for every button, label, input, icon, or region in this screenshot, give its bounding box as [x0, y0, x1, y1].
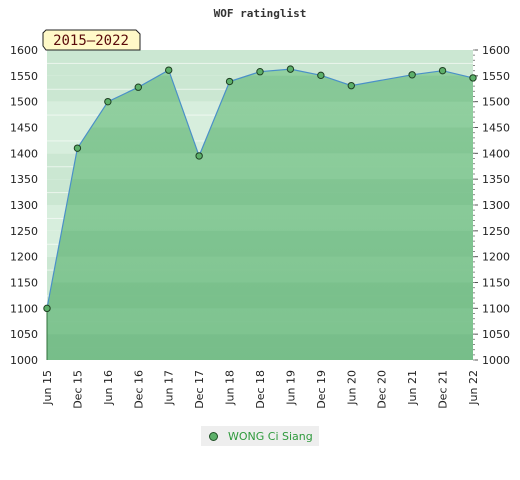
series-area	[47, 69, 473, 360]
y-tick-label-left: 1100	[10, 302, 38, 315]
data-point	[347, 81, 355, 90]
data-point	[317, 71, 325, 80]
legend-marker-icon	[209, 431, 218, 441]
x-tick-label: Dec 15	[71, 370, 84, 409]
x-tick-label: Jun 16	[102, 370, 115, 406]
x-tick-label: Jun 21	[406, 370, 419, 406]
period-badge-shape	[42, 29, 141, 51]
series-area-fill	[47, 69, 473, 360]
data-point	[438, 66, 447, 75]
x-tick-label: Jun 15	[41, 370, 54, 406]
data-point	[469, 74, 477, 82]
area-stripe	[47, 127, 473, 154]
y-tick-label-left: 1300	[10, 199, 38, 212]
data-point	[134, 83, 142, 91]
y-tick-label-left: 1000	[10, 354, 38, 367]
data-point	[225, 77, 234, 86]
legend-series-name: WONG Ci Siang	[228, 429, 313, 443]
chart-title: WOF ratinglist	[214, 7, 307, 20]
data-point	[256, 68, 264, 76]
x-tick-label: Jun 17	[163, 370, 176, 406]
area-stripe	[47, 230, 473, 257]
area-stripe	[47, 334, 473, 360]
y-tick-label-left: 1250	[10, 225, 38, 238]
gridline	[47, 62, 473, 64]
y-tick-label-right: 1450	[482, 122, 510, 135]
y-tick-label-left: 1550	[10, 70, 38, 83]
data-point	[73, 144, 82, 152]
y-tick-label-right: 1350	[482, 173, 510, 186]
y-tick-label-left: 1150	[10, 277, 38, 290]
y-tick-label-left: 1050	[10, 328, 38, 341]
y-tick-label-left: 1600	[10, 44, 38, 57]
y-tick-label-right: 1000	[482, 354, 510, 367]
y-tick-label-right: 1100	[482, 302, 510, 315]
y-tick-label-right: 1050	[482, 328, 510, 341]
legend: WONG Ci Siang	[201, 426, 319, 446]
y-tick-label-left: 1350	[10, 173, 38, 186]
data-point	[165, 66, 173, 74]
y-tick-label-right: 1600	[482, 44, 510, 57]
data-point	[43, 304, 51, 313]
y-tick-label-left: 1500	[10, 96, 38, 109]
data-point	[286, 65, 295, 73]
x-tick-label: Dec 16	[132, 370, 145, 409]
y-tick-label-left: 1400	[10, 147, 38, 160]
x-tick-label: Jun 19	[284, 370, 297, 406]
series-line-path	[46, 68, 474, 309]
y-tick-label-right: 1400	[482, 147, 510, 160]
y-tick-label-left: 1200	[10, 251, 38, 264]
data-point	[104, 97, 112, 106]
area-stripe	[47, 282, 473, 309]
period-badge: 2015–2022	[42, 29, 141, 51]
y-tick-label-right: 1500	[482, 96, 510, 109]
y-tick-label-right: 1150	[482, 277, 510, 290]
y-tick-label-right: 1250	[482, 225, 510, 238]
series-points	[43, 65, 477, 313]
x-tick-label: Dec 21	[437, 370, 450, 409]
x-tick-label: Jun 18	[224, 370, 237, 406]
x-tick-label: Dec 20	[376, 370, 389, 409]
y-tick-label-right: 1550	[482, 70, 510, 83]
axes: 1000 1000 1050 1050 1100 1100 1150 1150 1200 1200…	[10, 44, 510, 409]
x-tick-label: Jun 22	[467, 370, 480, 406]
y-tick-label-left: 1450	[10, 122, 38, 135]
data-point	[408, 71, 416, 79]
period-badge-label: 2015–2022	[53, 33, 129, 49]
data-point	[195, 152, 203, 160]
x-tick-label: Jun 20	[345, 370, 358, 406]
y-tick-label-right: 1200	[482, 251, 510, 264]
x-tick-label: Dec 18	[254, 370, 267, 409]
area-stripe	[47, 179, 473, 205]
series-line	[46, 68, 474, 360]
y-tick-label-right: 1300	[482, 199, 510, 212]
x-tick-label: Dec 17	[193, 370, 206, 409]
x-tick-label: Dec 19	[315, 370, 328, 409]
